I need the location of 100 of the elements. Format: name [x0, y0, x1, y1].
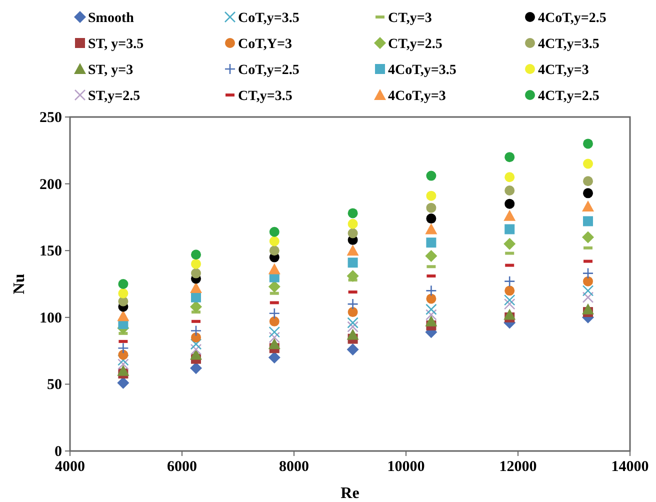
point	[582, 303, 594, 314]
legend-label: 4CT,y=2.5	[538, 89, 600, 104]
y-axis-title: Nu	[11, 274, 28, 294]
y-tick-label: 200	[40, 176, 62, 193]
point	[504, 224, 515, 234]
point	[426, 202, 436, 213]
point	[426, 170, 436, 181]
point	[348, 307, 358, 318]
point	[583, 138, 593, 149]
legend-label: 4CoT,y=2.5	[538, 11, 606, 26]
y-tick-label: 50	[47, 377, 62, 394]
point	[425, 223, 438, 234]
point	[117, 310, 130, 322]
point	[348, 258, 358, 268]
legend-label: CT,y=3.5	[238, 89, 292, 104]
point	[269, 316, 280, 326]
point	[191, 268, 201, 278]
point	[582, 231, 594, 244]
point	[504, 308, 516, 320]
point	[268, 263, 280, 274]
point	[348, 208, 358, 218]
x-tick-label: 10000	[387, 459, 425, 475]
x-tick-label: 6000	[167, 459, 197, 475]
point	[190, 282, 202, 294]
point	[426, 304, 437, 316]
point	[190, 362, 202, 374]
point	[269, 236, 280, 246]
legend-label: Smooth	[88, 11, 134, 26]
point	[582, 285, 594, 296]
point	[426, 309, 437, 320]
point	[504, 294, 516, 306]
point	[118, 342, 129, 354]
y-tick-label: 250	[40, 110, 62, 126]
point	[117, 364, 130, 376]
y-tick-label: 0	[54, 444, 62, 460]
x-tick-label: 12000	[499, 459, 537, 475]
point	[118, 279, 128, 289]
point	[426, 190, 436, 201]
legend-label: CT,y=3	[388, 11, 432, 26]
point	[426, 285, 437, 296]
point	[426, 294, 436, 304]
point	[190, 338, 202, 350]
point	[504, 210, 516, 221]
point	[269, 246, 280, 256]
point	[504, 198, 515, 209]
point	[504, 152, 515, 162]
point	[583, 216, 593, 226]
point	[190, 348, 202, 360]
legend-label: CoT,y=3.5	[238, 11, 300, 26]
point	[191, 292, 201, 302]
point	[583, 276, 593, 286]
point	[426, 238, 436, 248]
point	[504, 298, 516, 310]
point	[191, 332, 201, 342]
point	[118, 350, 128, 360]
point	[582, 200, 594, 212]
point	[118, 288, 128, 298]
legend-label: CT,y=2.5	[388, 37, 442, 52]
point	[504, 172, 515, 182]
point	[268, 338, 280, 350]
point	[583, 188, 593, 198]
point	[504, 276, 516, 287]
x-axis-title: Re	[340, 485, 360, 502]
point	[425, 315, 438, 326]
legend-label: CoT,Y=3	[238, 37, 292, 52]
point	[582, 292, 594, 304]
point	[582, 268, 594, 279]
point	[583, 158, 593, 169]
y-tick-label: 150	[40, 244, 62, 260]
x-tick-label: 4000	[55, 459, 85, 475]
point	[348, 218, 358, 229]
point	[346, 270, 359, 282]
point	[269, 226, 280, 237]
point	[504, 185, 515, 196]
y-tick-label: 100	[40, 310, 62, 326]
x-tick-label: 8000	[279, 459, 309, 475]
legend-label: 4CT,y=3.5	[538, 37, 600, 52]
point	[191, 258, 201, 269]
point	[268, 332, 280, 344]
point	[583, 176, 593, 186]
point	[504, 286, 515, 296]
legend-label: 4CT,y=3	[538, 63, 589, 78]
legend-label: CoT,y=2.5	[238, 63, 300, 78]
point	[347, 321, 358, 332]
point	[346, 244, 359, 256]
point	[346, 328, 359, 340]
point	[190, 325, 202, 336]
point	[191, 250, 201, 260]
legend-label: ST, y=3	[88, 63, 134, 78]
point	[346, 343, 359, 356]
point	[268, 280, 280, 293]
point	[118, 358, 129, 370]
point	[118, 354, 129, 366]
point	[347, 317, 358, 328]
legend-label: 4CoT,y=3	[388, 89, 446, 104]
point	[190, 344, 202, 356]
point	[268, 308, 280, 320]
legend-label: 4CoT,y=3.5	[388, 63, 456, 78]
x-tick-label: 14000	[611, 459, 649, 475]
point	[425, 250, 438, 262]
